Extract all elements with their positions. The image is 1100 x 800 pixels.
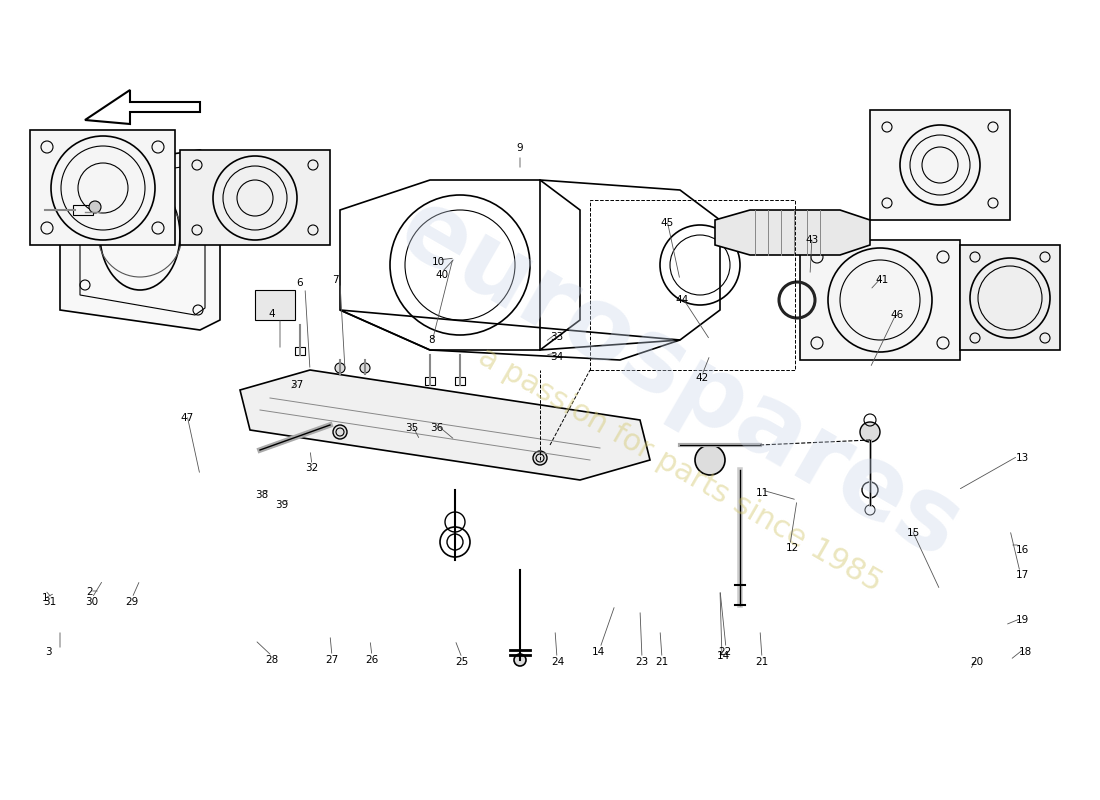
Circle shape [89, 201, 101, 213]
Bar [73, 205, 94, 215]
Text: 46: 46 [890, 310, 903, 320]
Text: 7: 7 [332, 275, 339, 285]
Text: 28: 28 [265, 655, 278, 665]
Circle shape [860, 422, 880, 442]
Text: eurospares: eurospares [382, 180, 978, 580]
Text: 13: 13 [1015, 453, 1028, 463]
Text: 41: 41 [876, 275, 889, 285]
Text: 30: 30 [86, 597, 99, 607]
Text: 32: 32 [306, 463, 319, 473]
Text: 1: 1 [42, 593, 48, 603]
Text: 22: 22 [718, 647, 732, 657]
Text: 15: 15 [906, 528, 920, 538]
Polygon shape [240, 370, 650, 480]
Text: 45: 45 [660, 218, 673, 228]
Text: 42: 42 [695, 373, 708, 383]
Text: 9: 9 [517, 143, 524, 153]
Text: 20: 20 [970, 657, 983, 667]
Text: 38: 38 [255, 490, 268, 500]
Circle shape [514, 654, 526, 666]
Text: 2: 2 [87, 587, 94, 597]
Circle shape [695, 445, 725, 475]
Text: 26: 26 [365, 655, 378, 665]
Text: 36: 36 [430, 423, 443, 433]
Text: 27: 27 [326, 655, 339, 665]
Text: 10: 10 [431, 257, 444, 267]
Circle shape [336, 363, 345, 373]
Text: 4: 4 [268, 309, 275, 319]
Text: 43: 43 [805, 235, 818, 245]
Polygon shape [60, 150, 220, 330]
Circle shape [534, 451, 547, 465]
Text: 37: 37 [290, 380, 304, 390]
Text: 18: 18 [1019, 647, 1032, 657]
Text: 16: 16 [1015, 545, 1028, 555]
Text: 3: 3 [45, 647, 52, 657]
Text: 44: 44 [675, 295, 689, 305]
Bar [295, 347, 305, 355]
Text: 6: 6 [297, 278, 304, 288]
Text: 25: 25 [455, 657, 469, 667]
Text: 40: 40 [436, 270, 449, 280]
Text: 11: 11 [756, 488, 769, 498]
Text: a passion for parts since 1985: a passion for parts since 1985 [473, 342, 887, 598]
Polygon shape [30, 130, 175, 245]
Text: 19: 19 [1015, 615, 1028, 625]
Polygon shape [800, 240, 960, 360]
Text: 21: 21 [756, 657, 769, 667]
Text: 14: 14 [592, 647, 605, 657]
Text: 33: 33 [550, 332, 563, 342]
Text: 17: 17 [1015, 570, 1028, 580]
Text: 24: 24 [551, 657, 564, 667]
Text: 35: 35 [406, 423, 419, 433]
Text: 21: 21 [656, 657, 669, 667]
Text: 31: 31 [43, 597, 56, 607]
Circle shape [333, 425, 346, 439]
Text: 34: 34 [550, 352, 563, 362]
Polygon shape [715, 210, 870, 255]
Text: 39: 39 [275, 500, 288, 510]
Polygon shape [870, 110, 1010, 220]
Polygon shape [180, 150, 330, 245]
Polygon shape [960, 245, 1060, 350]
Text: 14: 14 [716, 651, 729, 661]
Text: 8: 8 [429, 335, 436, 345]
Text: 47: 47 [180, 413, 194, 423]
Polygon shape [255, 290, 295, 320]
Circle shape [360, 363, 370, 373]
Bar [455, 377, 465, 385]
Bar [425, 377, 435, 385]
Bar [590, 200, 795, 370]
Text: 23: 23 [636, 657, 649, 667]
Text: 29: 29 [125, 597, 139, 607]
Text: 12: 12 [785, 543, 799, 553]
